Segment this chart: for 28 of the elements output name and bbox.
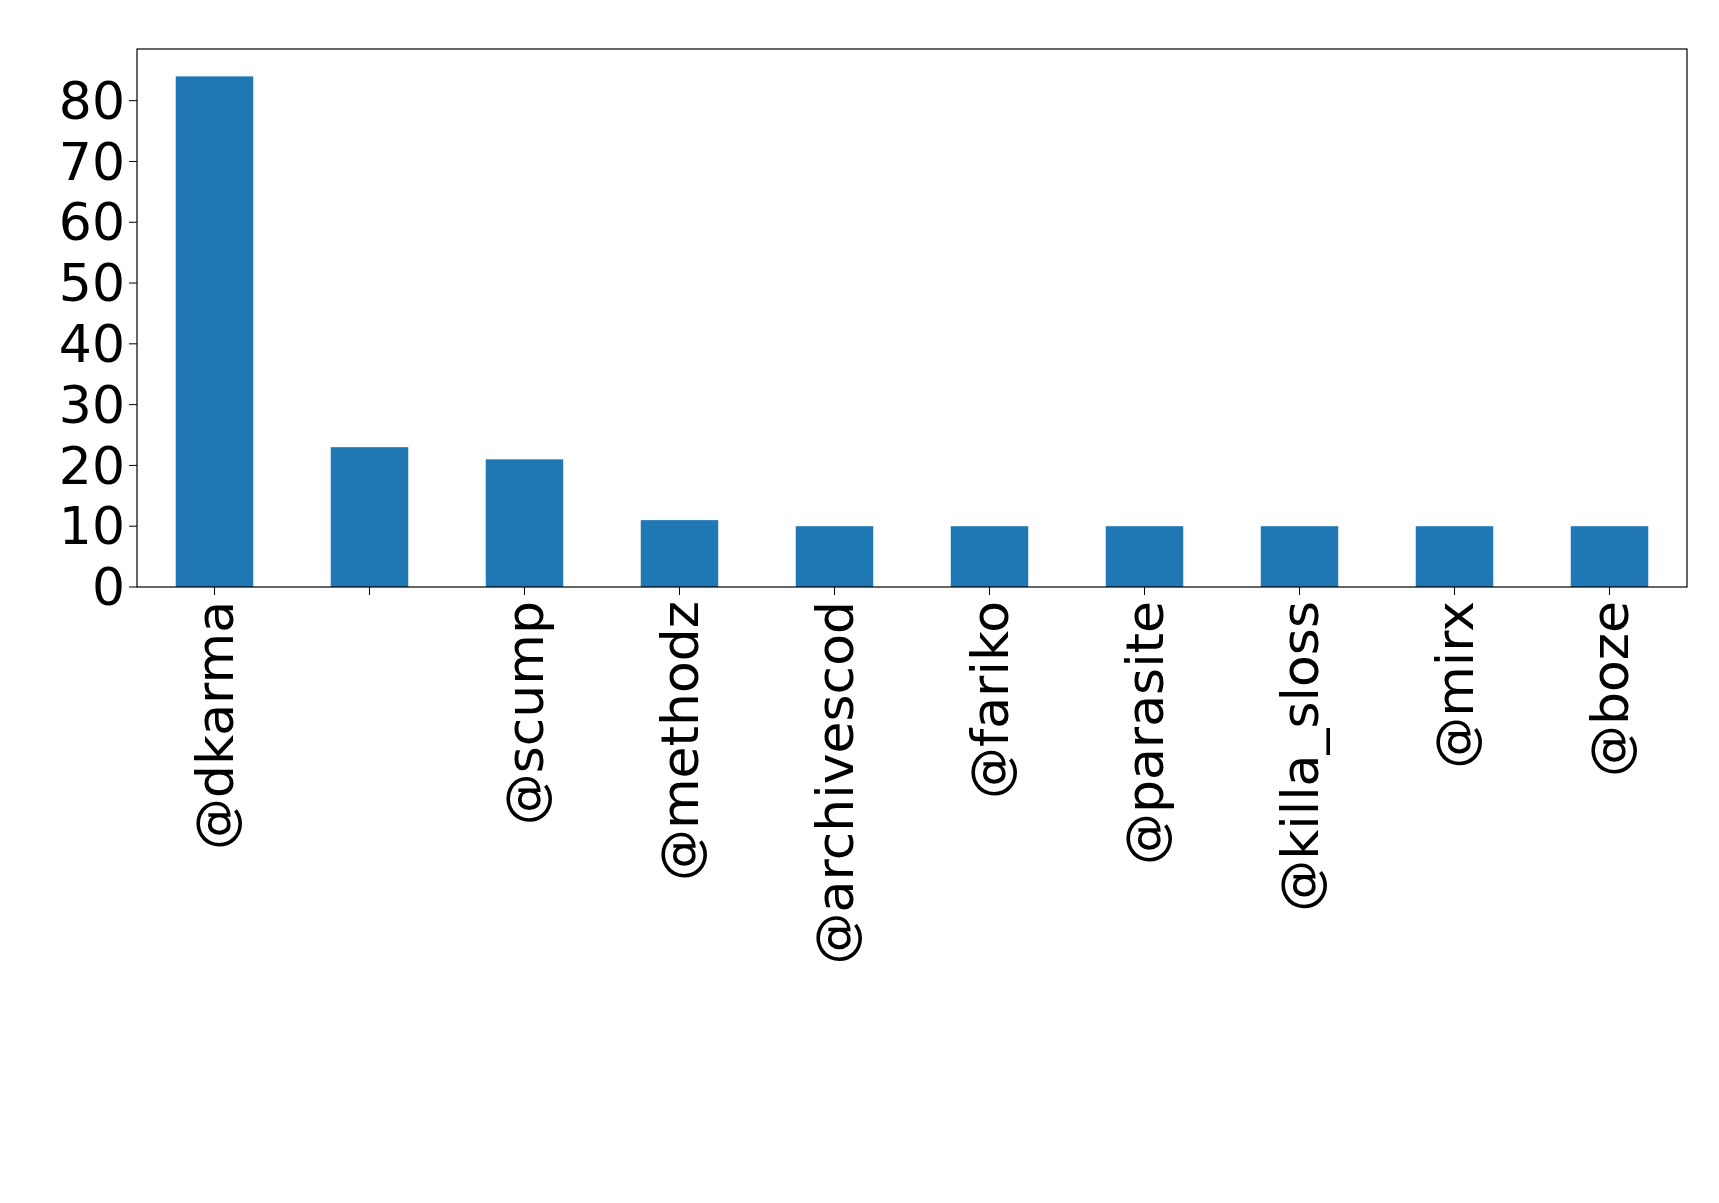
bar: [1570, 526, 1649, 587]
x-tick-label: @archivescod: [804, 601, 865, 965]
bar: [330, 447, 409, 587]
x-tick-label: @scump: [494, 601, 555, 826]
bar: [795, 526, 874, 587]
bar: [485, 459, 564, 587]
y-tick-label: 60: [58, 192, 125, 253]
x-tick-label: @mirx: [1424, 601, 1485, 769]
y-tick-label: 10: [58, 496, 125, 557]
y-tick-label: 30: [58, 374, 125, 435]
x-tick-label: @parasite: [1114, 601, 1175, 866]
x-tick-label: @fariko: [959, 601, 1020, 800]
x-tick-label: @boze: [1579, 601, 1640, 778]
bar: [1260, 526, 1339, 587]
y-tick-label: 0: [91, 557, 125, 618]
bar: [175, 76, 254, 587]
bar: [1415, 526, 1494, 587]
x-tick-label: @dkarma: [184, 601, 245, 851]
bar: [640, 520, 719, 587]
bar: [1105, 526, 1184, 587]
bar: [950, 526, 1029, 587]
x-tick-label: @killa_sloss: [1269, 601, 1330, 912]
x-tick-label: @methodz: [649, 601, 710, 882]
y-tick-label: 80: [58, 70, 125, 131]
y-tick-label: 70: [58, 131, 125, 192]
y-tick-label: 20: [58, 435, 125, 496]
y-tick-label: 40: [58, 314, 125, 375]
y-tick-label: 50: [58, 253, 125, 314]
